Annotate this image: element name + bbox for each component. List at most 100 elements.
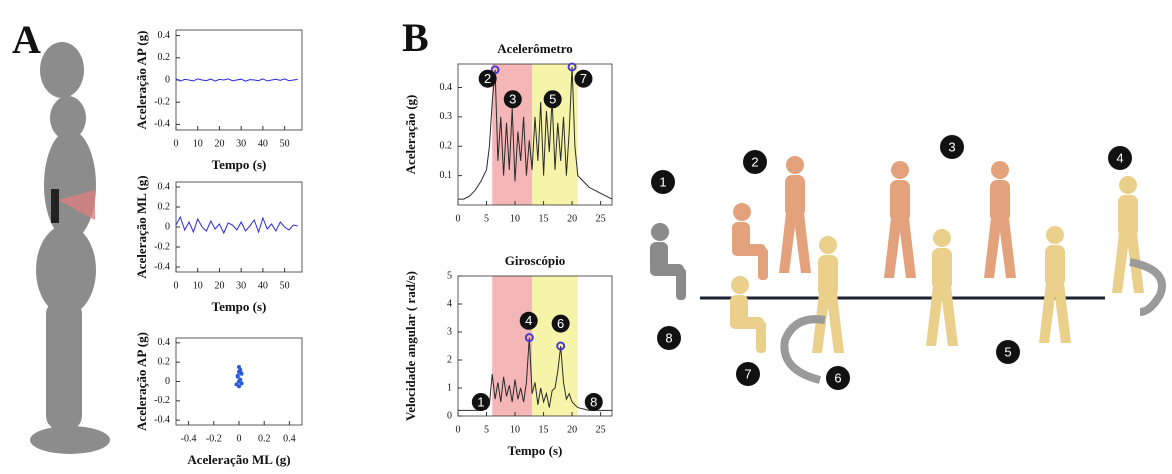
y-tick-label: 3 xyxy=(447,326,452,337)
y-tick-label: 1 xyxy=(447,382,452,393)
body-silhouette xyxy=(30,42,110,454)
torso xyxy=(932,248,952,290)
torso xyxy=(990,180,1010,222)
person xyxy=(884,161,916,278)
person xyxy=(732,203,768,280)
x-tick-label: 25 xyxy=(596,213,606,224)
x-tick-label: 20 xyxy=(214,280,224,291)
annotation: 6 xyxy=(557,316,564,331)
x-axis-label: Tempo (s) xyxy=(508,443,563,458)
phase-band xyxy=(492,64,532,205)
step-label: 1 xyxy=(659,174,666,189)
annotation: 1 xyxy=(477,394,484,409)
x-tick-label: 15 xyxy=(539,213,549,224)
person xyxy=(984,161,1016,278)
y-tick-label: -0.2 xyxy=(154,97,170,108)
panel-label: A xyxy=(12,17,41,62)
y-axis-label: Aceleração (g) xyxy=(403,95,418,175)
annotation: 2 xyxy=(484,71,491,86)
annotation: 7 xyxy=(580,71,587,86)
chart-title: Giroscópio xyxy=(505,253,565,268)
y-tick-label: 0.2 xyxy=(158,356,171,367)
x-tick-label: 20 xyxy=(214,138,224,149)
y-tick-label: 0 xyxy=(165,74,170,85)
legs xyxy=(884,218,916,278)
x-tick-label: 10 xyxy=(510,424,520,435)
x-tick-label: 50 xyxy=(280,280,290,291)
head xyxy=(991,161,1009,179)
shin xyxy=(676,268,686,300)
head xyxy=(933,229,951,247)
figure: A B 12345678 0.40.20-0.2-0.401020304050T… xyxy=(0,0,1172,474)
x-tick-label: 10 xyxy=(193,280,203,291)
y-axis-label: Aceleração AP (g) xyxy=(134,332,149,431)
legs xyxy=(779,213,811,273)
y-tick-label: 0 xyxy=(165,221,170,232)
x-tick-label: 15 xyxy=(539,424,549,435)
x-tick-label: 10 xyxy=(193,138,203,149)
x-tick-label: 20 xyxy=(567,424,577,435)
legs xyxy=(1039,283,1071,343)
y-tick-label: 2 xyxy=(447,354,452,365)
y-tick-label: 0.4 xyxy=(158,30,171,41)
y-tick-label: -0.4 xyxy=(154,261,170,272)
y-tick-label: -0.4 xyxy=(154,414,170,425)
x-tick-label: 40 xyxy=(258,280,268,291)
x-tick-label: 30 xyxy=(236,138,246,149)
head xyxy=(819,236,837,254)
torso xyxy=(818,255,838,297)
y-tick-label: -0.2 xyxy=(154,241,170,252)
y-tick-label: 4 xyxy=(447,298,452,309)
x-tick-label: 30 xyxy=(236,280,246,291)
data-line xyxy=(176,79,298,81)
x-tick-label: 0.4 xyxy=(283,433,296,444)
person xyxy=(926,229,958,346)
person xyxy=(1112,176,1144,293)
y-tick-label: 0.2 xyxy=(440,141,453,152)
y-tick-label: 0.3 xyxy=(440,111,453,122)
annotation: 5 xyxy=(549,92,556,107)
y-axis-label: Aceleração ML (g) xyxy=(134,175,149,278)
x-tick-label: 0 xyxy=(237,433,242,444)
panel-label: B xyxy=(402,15,429,60)
y-tick-label: 5 xyxy=(447,270,452,281)
x-tick-label: 0 xyxy=(456,424,461,435)
shin xyxy=(758,248,768,280)
x-tick-label: 5 xyxy=(484,213,489,224)
torso xyxy=(1118,195,1138,237)
x-tick-label: 25 xyxy=(596,424,606,435)
data-point xyxy=(240,381,244,385)
x-tick-label: -0.4 xyxy=(181,433,197,444)
person xyxy=(1039,226,1071,343)
y-tick-label: 0.4 xyxy=(158,181,171,192)
data-point xyxy=(237,370,241,374)
y-tick-label: 0.4 xyxy=(440,82,453,93)
annotation: 3 xyxy=(509,92,516,107)
person xyxy=(812,236,844,353)
head xyxy=(731,276,749,294)
torso xyxy=(890,180,910,222)
x-tick-label: 0 xyxy=(174,138,179,149)
data-point xyxy=(236,374,240,378)
person xyxy=(650,223,686,300)
x-tick-label: 5 xyxy=(484,424,489,435)
x-axis-label: Aceleração ML (g) xyxy=(187,452,290,467)
phase-band xyxy=(492,276,532,416)
head xyxy=(651,223,669,241)
head xyxy=(1046,226,1064,244)
y-axis-label: Aceleração AP (g) xyxy=(134,31,149,130)
head xyxy=(786,156,804,174)
step-label: 3 xyxy=(948,139,955,154)
x-tick-label: -0.2 xyxy=(206,433,222,444)
y-tick-label: -0.2 xyxy=(154,395,170,406)
step-label: 2 xyxy=(751,154,758,169)
x-axis-label: Tempo (s) xyxy=(212,157,267,172)
y-tick-label: 0.1 xyxy=(440,170,453,181)
x-tick-label: 20 xyxy=(567,213,577,224)
x-tick-label: 40 xyxy=(258,138,268,149)
shin xyxy=(756,321,766,353)
head xyxy=(1119,176,1137,194)
step-label: 7 xyxy=(744,366,751,381)
person xyxy=(730,276,766,353)
step-label: 4 xyxy=(1116,150,1123,165)
